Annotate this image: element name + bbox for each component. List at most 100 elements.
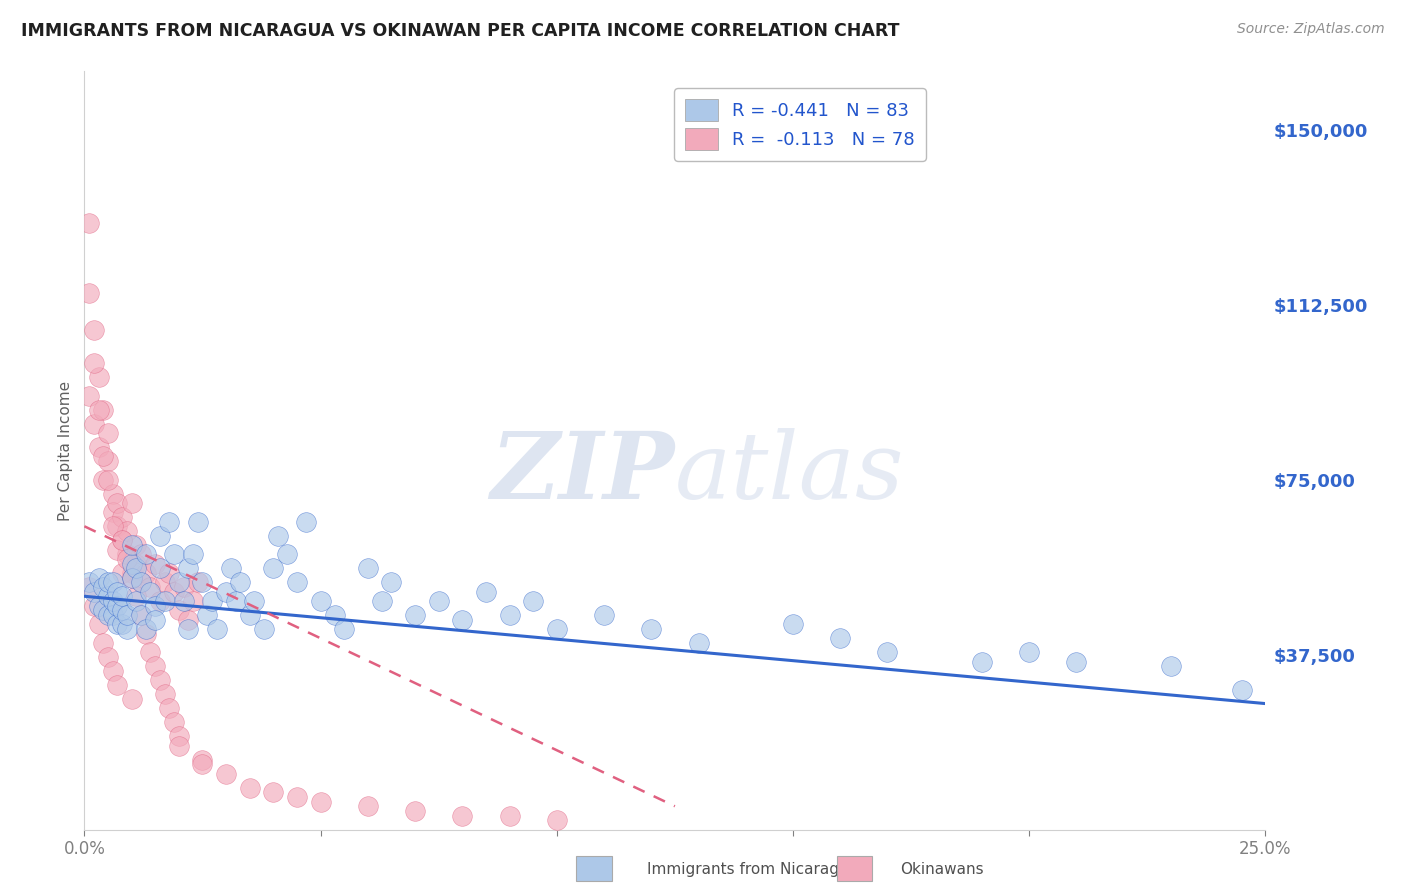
Text: ZIP: ZIP [491, 428, 675, 518]
Point [404, 804, 426, 818]
Point [149, 561, 172, 575]
Point [107, 496, 129, 510]
Point [83, 584, 105, 599]
Point [143, 613, 166, 627]
Point [87, 617, 110, 632]
Point [167, 729, 190, 743]
Point [91, 473, 114, 487]
Point [225, 594, 247, 608]
Point [125, 594, 148, 608]
Point [181, 547, 204, 561]
Point [91, 603, 114, 617]
Point [149, 673, 172, 688]
Point [157, 701, 180, 715]
Point [143, 557, 166, 571]
Point [115, 524, 138, 538]
Point [427, 594, 450, 608]
Point [101, 505, 124, 519]
Point [87, 599, 110, 613]
Point [83, 356, 105, 370]
Point [115, 547, 138, 561]
Point [149, 594, 172, 608]
Point [125, 561, 148, 575]
Point [111, 617, 134, 632]
Point [276, 547, 298, 561]
Point [121, 571, 143, 585]
Point [129, 607, 152, 622]
Point [135, 566, 157, 580]
Point [309, 594, 332, 608]
Point [129, 607, 152, 622]
Point [135, 626, 157, 640]
Point [1230, 682, 1253, 697]
Point [323, 607, 346, 622]
Point [91, 636, 114, 650]
Point [121, 692, 143, 706]
Point [111, 566, 134, 580]
Point [101, 519, 124, 533]
Point [139, 645, 162, 659]
Point [191, 753, 214, 767]
Point [77, 389, 100, 403]
Text: Immigrants from Nicaragua: Immigrants from Nicaragua [647, 863, 858, 877]
Point [101, 664, 124, 678]
Point [262, 785, 284, 799]
Point [87, 571, 110, 585]
Point [97, 575, 120, 590]
Text: IMMIGRANTS FROM NICARAGUA VS OKINAWAN PER CAPITA INCOME CORRELATION CHART: IMMIGRANTS FROM NICARAGUA VS OKINAWAN PE… [21, 22, 900, 40]
Point [187, 515, 209, 529]
Point [107, 599, 129, 613]
Point [101, 607, 124, 622]
Point [83, 417, 105, 431]
Point [125, 589, 148, 603]
Point [153, 594, 176, 608]
Text: atlas: atlas [675, 428, 904, 518]
Point [91, 450, 114, 464]
Point [285, 575, 308, 590]
Point [191, 757, 214, 772]
Point [546, 814, 568, 828]
Point [215, 584, 238, 599]
Point [129, 547, 152, 561]
Point [83, 599, 105, 613]
Point [262, 561, 284, 575]
Point [195, 607, 218, 622]
Point [111, 589, 134, 603]
Point [121, 557, 143, 571]
Point [163, 715, 186, 730]
Point [201, 594, 224, 608]
Point [97, 425, 120, 440]
Point [1018, 645, 1040, 659]
Point [215, 766, 238, 780]
Point [111, 603, 134, 617]
Point [173, 594, 195, 608]
Y-axis label: Per Capita Income: Per Capita Income [58, 380, 73, 521]
Point [475, 584, 498, 599]
Point [121, 571, 143, 585]
Point [243, 594, 266, 608]
Point [107, 584, 129, 599]
Point [177, 613, 200, 627]
Point [87, 402, 110, 417]
Point [830, 632, 852, 646]
Point [97, 649, 120, 664]
Point [380, 575, 402, 590]
Point [253, 622, 276, 636]
Point [167, 575, 190, 590]
Point [157, 515, 180, 529]
Point [181, 594, 204, 608]
Point [97, 607, 120, 622]
Point [115, 622, 138, 636]
Point [970, 655, 993, 669]
Point [167, 739, 190, 753]
Point [163, 547, 186, 561]
Point [97, 589, 120, 603]
Point [135, 547, 157, 561]
Point [371, 594, 394, 608]
Point [498, 607, 520, 622]
Point [125, 538, 148, 552]
Point [77, 285, 100, 300]
Point [177, 561, 200, 575]
Point [1066, 655, 1088, 669]
Point [91, 580, 114, 594]
